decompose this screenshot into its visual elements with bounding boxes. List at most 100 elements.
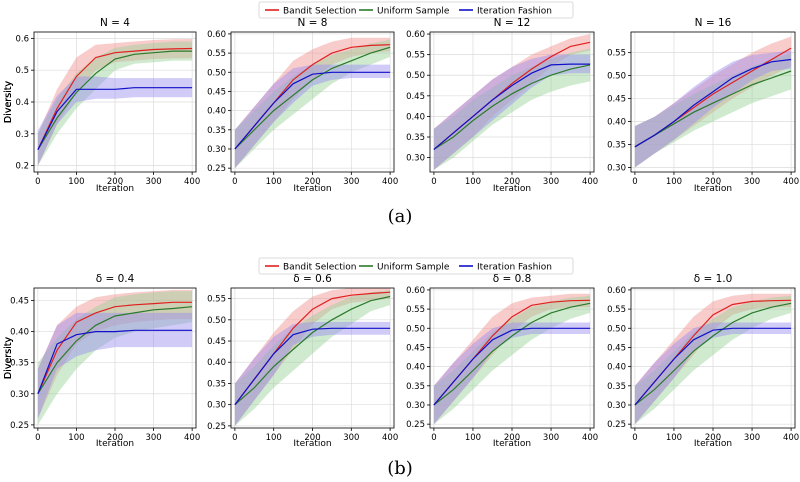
chart-title: N = 12 <box>494 17 531 29</box>
legend-top-label-bandit: Bandit Selection <box>283 7 356 17</box>
y-tick-label: 0.30 <box>406 154 425 164</box>
x-tick-label: 400 <box>382 433 398 443</box>
chart-title: δ = 1.0 <box>694 273 733 285</box>
band-iteration <box>433 322 591 425</box>
x-tick-label: 200 <box>705 433 721 443</box>
y-tick-label: 0.4 <box>15 98 29 108</box>
y-tick-label: 0.35 <box>607 382 626 392</box>
y-tick-label: 0.30 <box>607 401 626 411</box>
y-tick-label: 0.25 <box>207 422 226 432</box>
x-tick-label: 100 <box>465 433 481 443</box>
x-tick-label: 0 <box>232 433 237 443</box>
x-tick-label: 0 <box>632 177 637 187</box>
y-tick-label: 0.55 <box>406 51 425 61</box>
x-tick-label: 0 <box>431 433 436 443</box>
y-tick-label: 0.60 <box>406 30 425 40</box>
y-tick-label: 0.40 <box>10 328 29 338</box>
chart-panel-6: 0 100 200 300 400 0.25 0.30 0.35 0.40 0.45 0.50 0.5… <box>3 273 398 449</box>
series-line-iteration <box>234 71 391 150</box>
y-tick-label: 0.35 <box>207 126 226 136</box>
y-tick-label: 0.55 <box>607 305 626 315</box>
x-tick-label: 400 <box>783 433 799 443</box>
x-tick-label: 400 <box>184 433 200 443</box>
x-axis-label: Iteration <box>694 439 732 449</box>
x-tick-label: 100 <box>666 177 682 187</box>
band-iteration <box>634 322 792 425</box>
x-tick-label: 300 <box>543 433 559 443</box>
x-tick-label: 0 <box>632 433 637 443</box>
chart-title: δ = 0.4 <box>96 273 135 285</box>
x-tick-label: 300 <box>744 177 760 187</box>
caption-b: (b) <box>387 458 413 479</box>
x-tick-label: 100 <box>465 177 481 187</box>
band-uniform <box>234 290 391 426</box>
x-tick-label: 300 <box>343 433 359 443</box>
y-tick-label: 0.2 <box>15 162 29 172</box>
legend-top: Bandit Selection Uniform Sample Iteration … <box>258 1 574 19</box>
y-tick-label: 0.55 <box>406 305 425 315</box>
band-iteration <box>234 64 391 169</box>
y-tick-label: 0.25 <box>207 164 226 174</box>
y-tick-label: 0.45 <box>607 343 626 353</box>
x-axis-label: Iteration <box>293 184 331 194</box>
y-tick-label: 0.40 <box>207 358 226 368</box>
y-tick-label: 0.25 <box>406 420 425 430</box>
series-line-uniform <box>433 64 591 150</box>
series-line-iteration <box>234 327 391 406</box>
y-axis-label: Diversity <box>3 336 14 379</box>
chart-panel-4: 0 100 200 300 400 0.30 0.35 0.40 0.45 0.50 0.55 N =… <box>3 17 799 194</box>
x-tick-label: 300 <box>543 177 559 187</box>
series-line-iteration <box>433 63 591 150</box>
y-tick-label: 0.60 <box>607 286 626 296</box>
chart-title: δ = 0.6 <box>293 273 332 285</box>
y-tick-label: 0.40 <box>207 107 226 117</box>
y-axis-label: Diversity <box>3 336 14 379</box>
y-tick-label: 0.35 <box>406 382 425 392</box>
x-tick-label: 100 <box>68 177 84 187</box>
y-tick-label: 0.40 <box>406 112 425 122</box>
series-line-uniform <box>234 46 391 150</box>
x-tick-label: 0 <box>35 433 40 443</box>
series-line-iteration <box>37 87 193 150</box>
x-tick-label: 300 <box>343 177 359 187</box>
y-tick-label: 0.40 <box>607 363 626 373</box>
y-tick-label: 0.45 <box>406 343 425 353</box>
y-tick-label: 0.50 <box>406 71 425 81</box>
y-tick-label: 0.5 <box>15 66 29 76</box>
y-tick-label: 0.35 <box>607 140 626 150</box>
y-tick-label: 0.55 <box>607 49 626 59</box>
y-tick-label: 0.35 <box>10 359 29 369</box>
y-axis-label: Diversity <box>3 80 14 123</box>
band-bandit <box>234 37 391 169</box>
series-line-iteration <box>37 329 193 395</box>
legend-top-frame <box>258 1 574 19</box>
y-axis-label: Diversity <box>3 80 14 123</box>
chart-panel-1: 0 100 200 300 400 0.2 0.3 0.4 0.5 0.6 N = 4 Iterati… <box>3 17 200 194</box>
legend-bottom-label-bandit: Bandit Selection <box>283 263 356 273</box>
y-axis-label: Diversity <box>3 336 14 379</box>
y-tick-label: 0.50 <box>207 68 226 78</box>
band-iteration <box>37 76 193 166</box>
chart-title: δ = 0.8 <box>493 273 532 285</box>
series-line-uniform <box>234 295 391 406</box>
y-tick-label: 0.50 <box>406 324 425 334</box>
y-tick-label: 0.50 <box>607 72 626 82</box>
series-line-iteration <box>634 58 792 148</box>
x-tick-label: 200 <box>304 433 320 443</box>
x-tick-label: 200 <box>504 433 520 443</box>
y-tick-label: 0.45 <box>607 95 626 105</box>
x-tick-label: 400 <box>184 177 200 187</box>
x-tick-label: 200 <box>504 177 520 187</box>
legend-top-label-uniform: Uniform Sample <box>377 7 450 17</box>
series-line-uniform <box>634 70 792 148</box>
y-tick-label: 0.55 <box>207 295 226 305</box>
x-axis-label: Iteration <box>493 439 531 449</box>
x-tick-label: 400 <box>382 177 398 187</box>
chart-title: N = 8 <box>297 17 327 29</box>
y-tick-label: 0.45 <box>10 296 29 306</box>
y-tick-label: 0.35 <box>207 379 226 389</box>
y-tick-label: 0.25 <box>10 421 29 431</box>
y-axis-label: Diversity <box>3 80 14 123</box>
x-tick-label: 100 <box>266 433 282 443</box>
